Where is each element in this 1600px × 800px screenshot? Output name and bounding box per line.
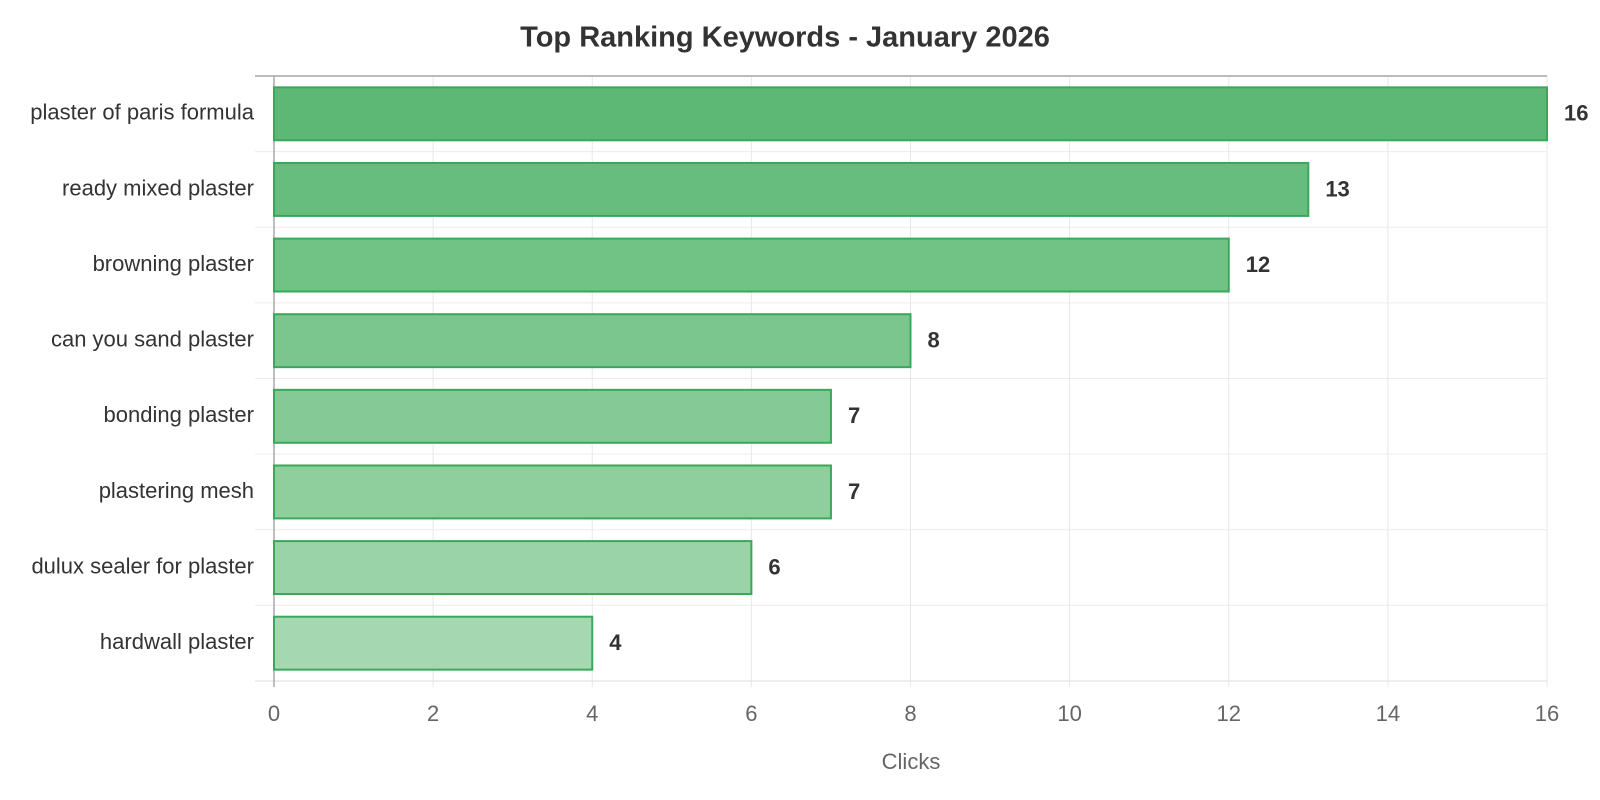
y-tick-label: can you sand plaster: [51, 327, 254, 352]
value-label: 16: [1564, 101, 1588, 126]
bar: [273, 237, 1230, 293]
bar: [273, 86, 1548, 142]
x-tick-label: 6: [745, 701, 757, 726]
x-tick-label: 12: [1217, 701, 1241, 726]
x-tick-label: 8: [904, 701, 916, 726]
y-tick-label: ready mixed plaster: [62, 175, 254, 200]
x-axis-label: Clicks: [882, 749, 941, 774]
x-tick-label: 14: [1376, 701, 1400, 726]
value-label: 13: [1325, 176, 1349, 201]
x-tick-label: 10: [1057, 701, 1081, 726]
chart-title: Top Ranking Keywords - January 2026: [520, 22, 1050, 54]
value-label: 12: [1246, 252, 1270, 277]
value-label: 7: [848, 403, 860, 428]
x-tick-label: 4: [586, 701, 598, 726]
x-tick-label: 0: [268, 701, 280, 726]
y-tick-label: plastering mesh: [99, 478, 254, 503]
bar: [273, 464, 832, 520]
bar: [273, 615, 594, 671]
bar: [273, 313, 912, 369]
value-label: 6: [768, 554, 780, 579]
value-label: 4: [609, 630, 622, 655]
bar: [273, 388, 832, 444]
x-tick-label: 2: [427, 701, 439, 726]
bar: [273, 161, 1310, 217]
y-tick-label: browning plaster: [93, 251, 254, 276]
y-tick-label: plaster of paris formula: [30, 100, 255, 125]
value-label: 7: [848, 479, 860, 504]
y-tick-label: hardwall plaster: [100, 629, 254, 654]
y-tick-label: dulux sealer for plaster: [31, 553, 254, 578]
bar: [273, 540, 753, 596]
value-label: 8: [928, 328, 940, 353]
x-tick-label: 16: [1535, 701, 1559, 726]
y-tick-label: bonding plaster: [104, 402, 254, 427]
